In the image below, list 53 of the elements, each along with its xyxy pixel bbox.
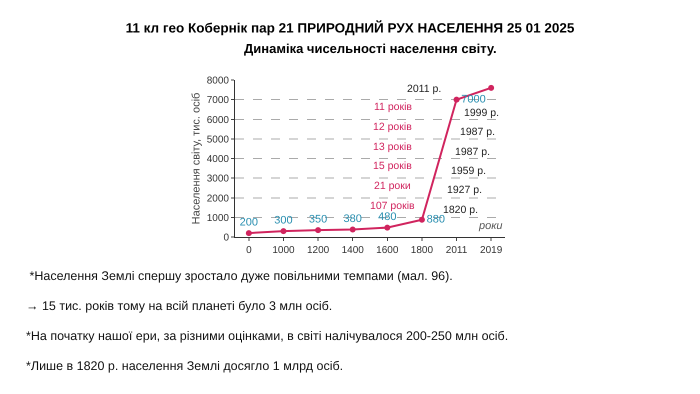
x-tick-label: 1200	[306, 245, 330, 256]
data-label: 350	[308, 214, 328, 226]
point	[315, 227, 322, 234]
y-tick-label: 0	[223, 232, 230, 244]
y-axis-title: Населення світу, тис. осіб	[190, 92, 202, 224]
data-label: 480	[378, 211, 396, 224]
x-tick-label: 1400	[342, 245, 364, 256]
data-label: 380	[344, 213, 362, 226]
annotation: 11 років	[374, 101, 412, 113]
annotation: 1999 р.	[464, 107, 500, 119]
data-label: 880	[426, 213, 446, 226]
y-tick-label: 1000	[206, 212, 230, 224]
x-tick-label: 2011	[446, 245, 468, 256]
x-tick-label: 2019	[480, 245, 503, 256]
annotation: 1820 р.	[443, 204, 478, 216]
point	[454, 96, 460, 103]
y-tick-label: 3000	[206, 174, 230, 185]
annotation: 1959 р.	[451, 165, 486, 177]
text: → 15 тис. років тому на всій планеті було 3 млн осіб.	[26, 299, 332, 313]
y-tick-label: 7000	[206, 95, 230, 106]
annotation: 1987 р.	[460, 126, 496, 138]
point	[488, 84, 494, 91]
y-tick-label: 4000	[206, 154, 230, 165]
y-tick-label: 8000	[206, 76, 230, 86]
y-tick-label: 5000	[206, 134, 230, 146]
x-axis-title: роки	[478, 220, 503, 232]
y-tick-label: 2000	[206, 193, 230, 204]
data-label: 200	[240, 216, 258, 229]
point	[246, 230, 252, 236]
text: *На початку нашої ери, за різними оцінками, в світі налічувалося 200-250 млн осіб.	[26, 329, 508, 343]
point	[280, 228, 286, 234]
point	[350, 226, 356, 233]
x-tick-label: 1600	[376, 245, 399, 256]
y-tick-label: 6000	[206, 114, 230, 126]
x-tick-label: 1800	[410, 245, 434, 256]
annotation: 12 років	[373, 121, 412, 133]
annotation: 15 років	[373, 160, 412, 172]
point	[384, 224, 390, 231]
annotation: 1927 р.	[447, 184, 482, 196]
point	[418, 216, 425, 223]
chart-title: 11 кл гео Кобернік пар 21 ПРИРОДНИЙ РУХ НАСЕЛЕННЯ 25 01 2025	[126, 19, 575, 36]
annotation: 107 років	[370, 200, 416, 212]
chart-subtitle: Динаміка чисельності населення світу.	[244, 41, 497, 56]
x-tick-label: 1000	[272, 245, 296, 256]
annotation: 21 роки	[374, 180, 411, 192]
annotation: 2011 р.	[407, 83, 442, 95]
x-tick-label: 0	[246, 245, 252, 256]
annotation: 1987 р.	[455, 146, 490, 158]
annotation: 13 років	[373, 141, 412, 153]
data-label: 7000	[461, 93, 486, 106]
text: *Лише в 1820 р. населення Землі досягло 1 млрд осіб.	[26, 359, 344, 373]
data-label: 300	[274, 214, 293, 227]
text: *Населення Землі спершу зростало дуже повільними темпами (мал. 96).	[26, 269, 453, 283]
